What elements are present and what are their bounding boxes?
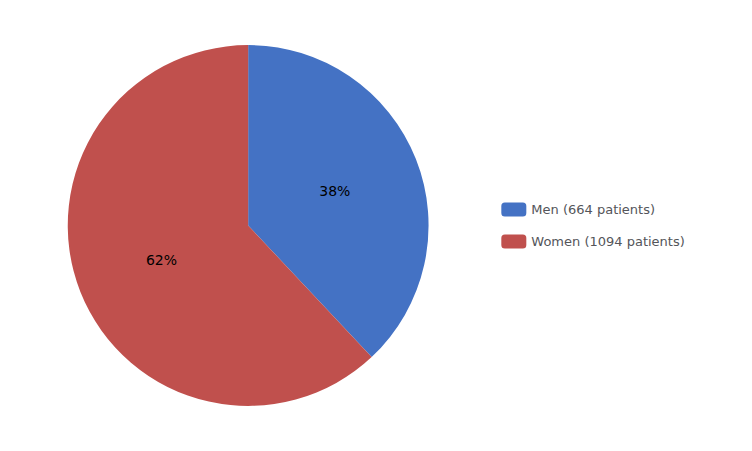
svg-text:38%: 38%	[319, 183, 350, 199]
svg-text:62%: 62%	[146, 252, 177, 268]
svg-text:Women (1094 patients): Women (1094 patients)	[531, 234, 684, 249]
svg-text:Men (664 patients): Men (664 patients)	[531, 202, 655, 217]
